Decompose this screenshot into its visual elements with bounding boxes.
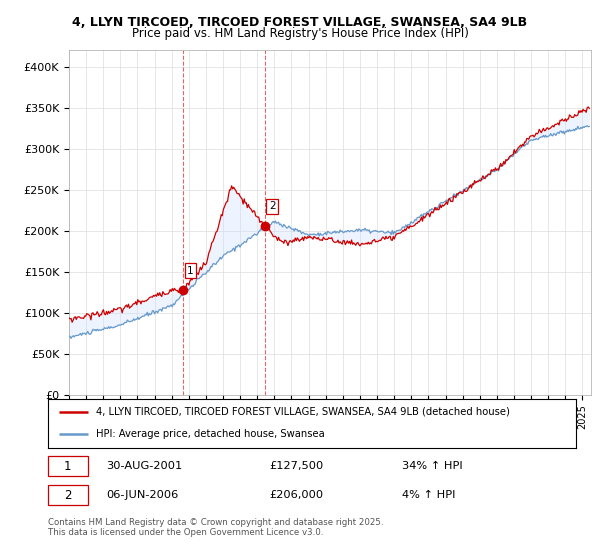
Text: 1: 1 (64, 460, 71, 473)
Text: 2: 2 (64, 489, 71, 502)
Text: 06-JUN-2006: 06-JUN-2006 (106, 491, 178, 501)
Text: Price paid vs. HM Land Registry's House Price Index (HPI): Price paid vs. HM Land Registry's House … (131, 27, 469, 40)
Text: 2: 2 (269, 202, 275, 212)
FancyBboxPatch shape (48, 486, 88, 506)
Text: 4, LLYN TIRCOED, TIRCOED FOREST VILLAGE, SWANSEA, SA4 9LB: 4, LLYN TIRCOED, TIRCOED FOREST VILLAGE,… (73, 16, 527, 29)
Text: HPI: Average price, detached house, Swansea: HPI: Average price, detached house, Swan… (95, 429, 324, 439)
Text: £127,500: £127,500 (270, 461, 324, 471)
Text: 34% ↑ HPI: 34% ↑ HPI (402, 461, 463, 471)
Text: Contains HM Land Registry data © Crown copyright and database right 2025.
This d: Contains HM Land Registry data © Crown c… (48, 518, 383, 538)
FancyBboxPatch shape (48, 456, 88, 476)
Text: £206,000: £206,000 (270, 491, 324, 501)
Text: 30-AUG-2001: 30-AUG-2001 (106, 461, 182, 471)
Text: 4% ↑ HPI: 4% ↑ HPI (402, 491, 455, 501)
Text: 4, LLYN TIRCOED, TIRCOED FOREST VILLAGE, SWANSEA, SA4 9LB (detached house): 4, LLYN TIRCOED, TIRCOED FOREST VILLAGE,… (95, 407, 509, 417)
Text: 1: 1 (187, 266, 194, 276)
